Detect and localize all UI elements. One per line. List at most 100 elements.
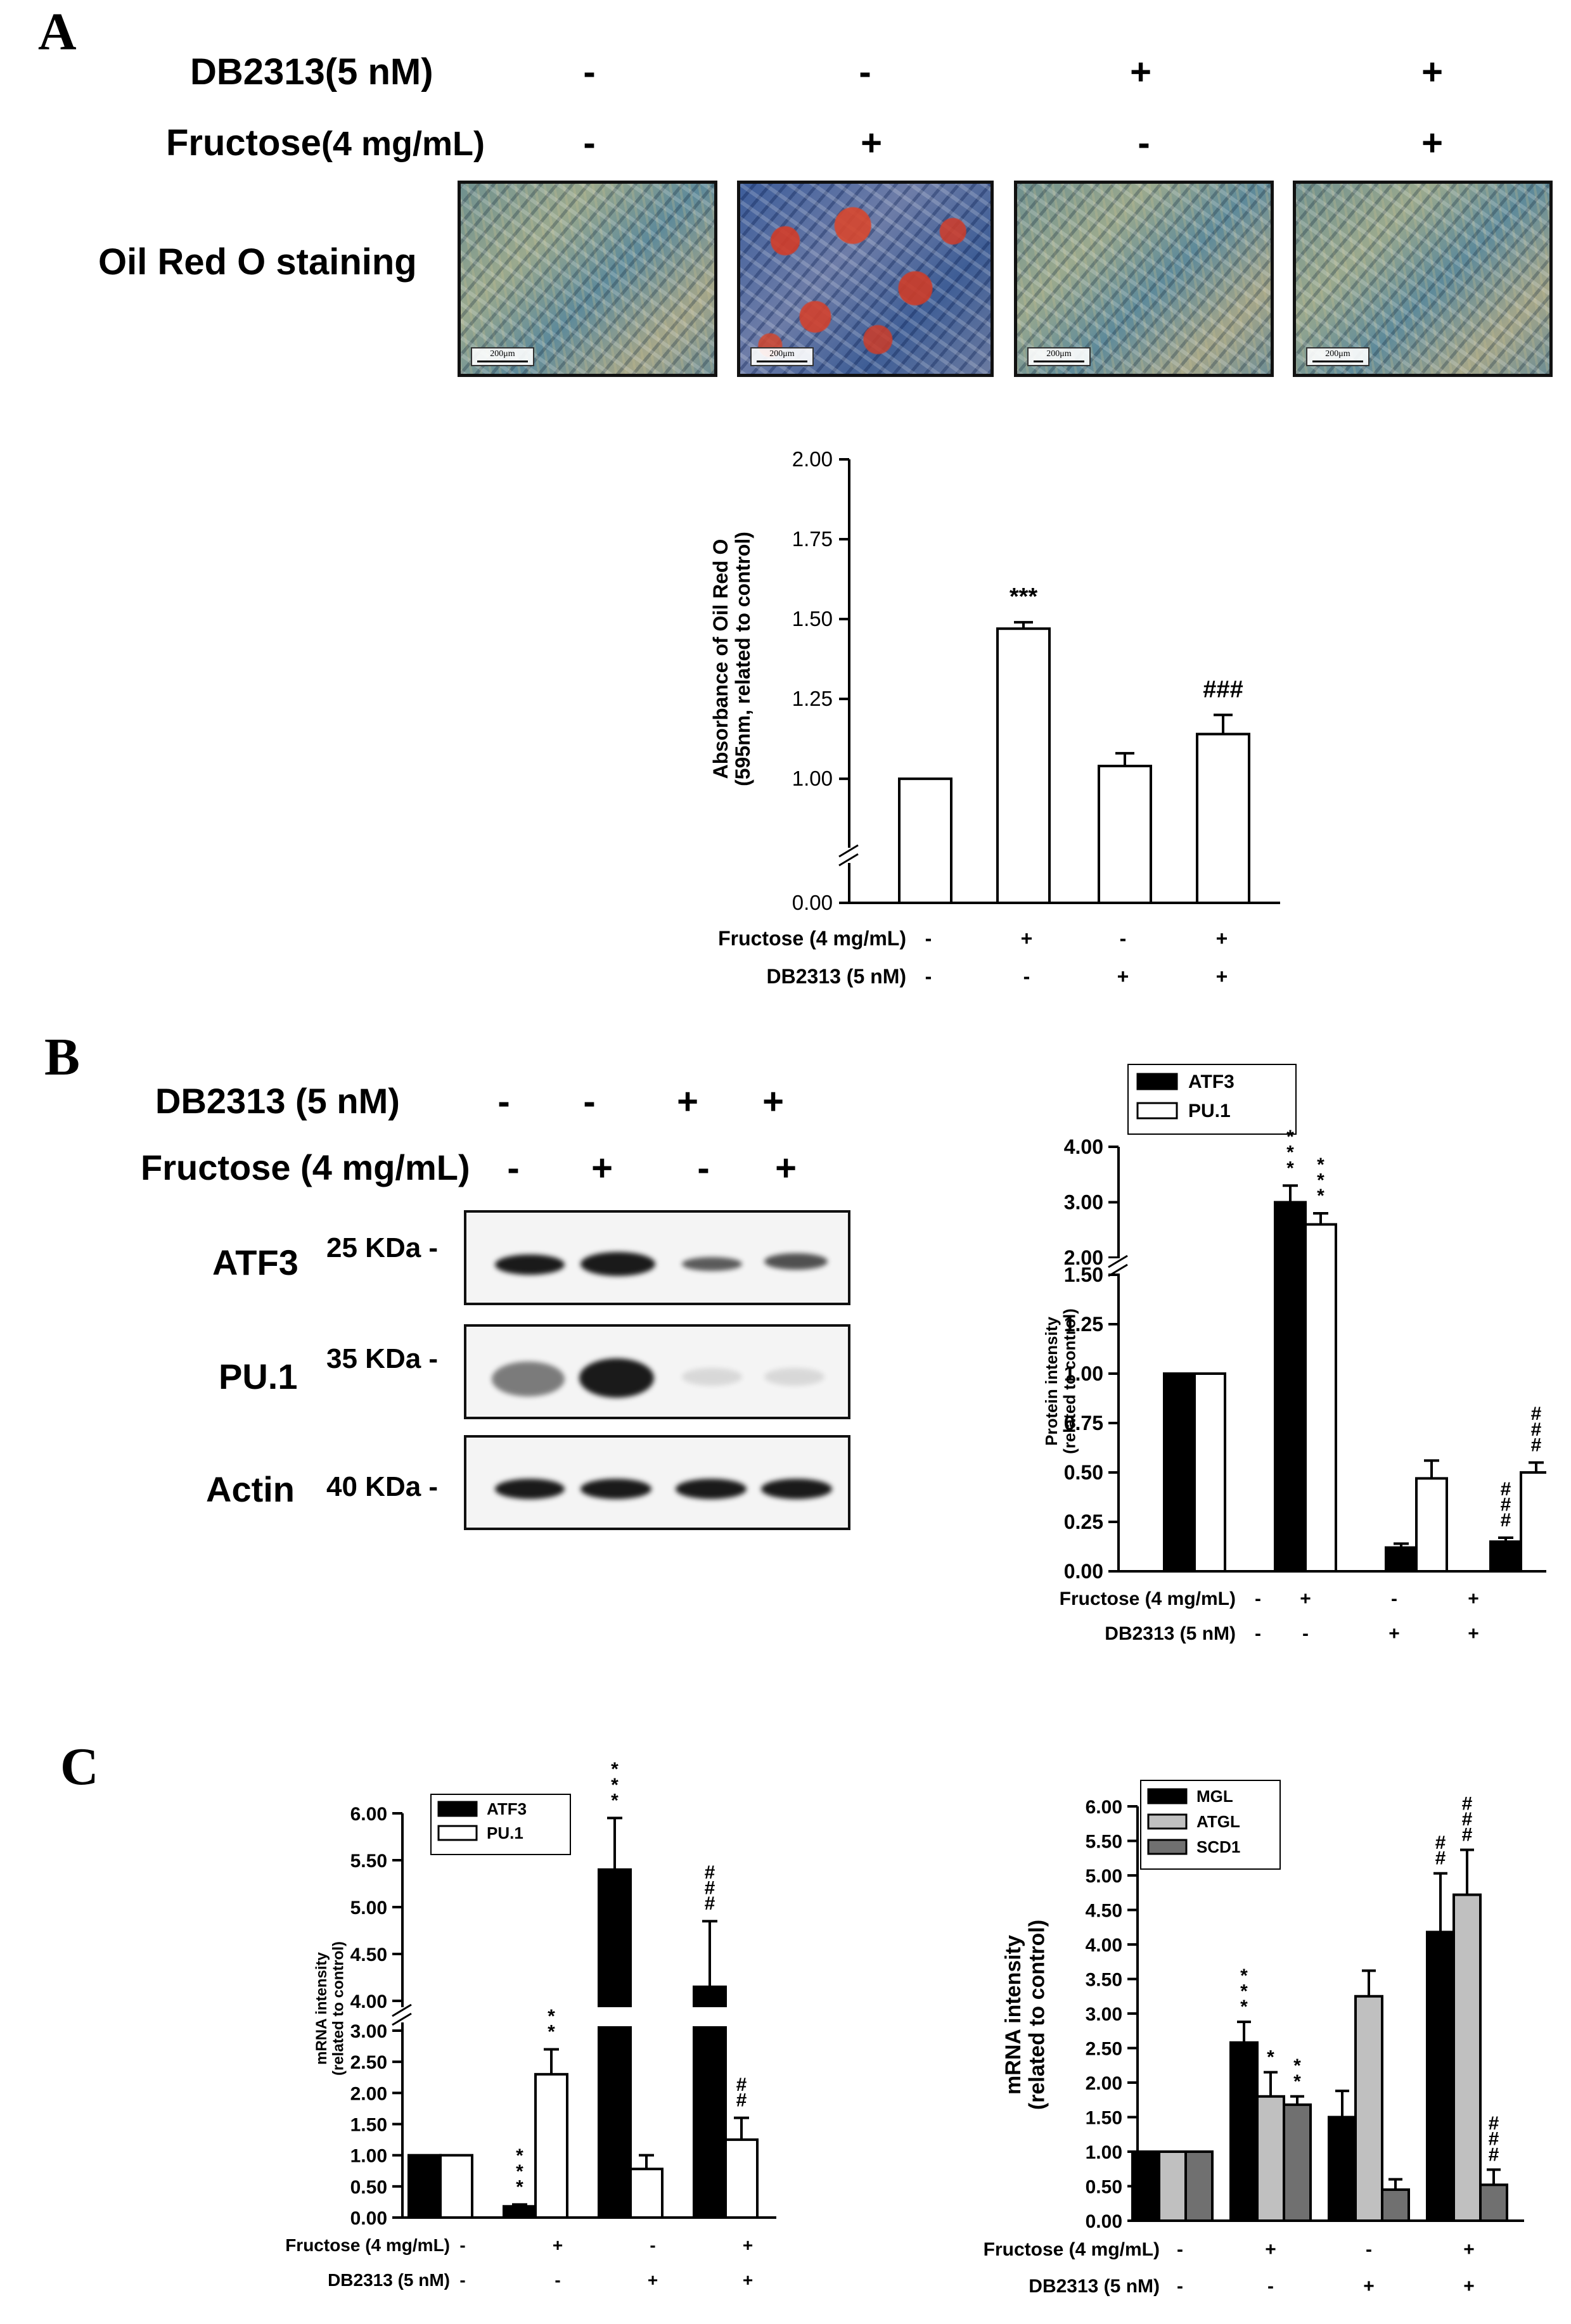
legend-label: PU.1 <box>487 1823 523 1842</box>
significance-label: * <box>1286 1127 1294 1147</box>
band <box>495 1479 565 1499</box>
x-row-db2313-label: DB2313 (5 nM) <box>767 965 907 988</box>
significance-label: * <box>611 1775 619 1796</box>
y-tick-label: 6.00 <box>1086 1797 1122 1818</box>
significance-label: # <box>1501 1479 1511 1500</box>
chart-c-left-mrna-atf3-pu1: 0.00 0.50 1.00 1.50 2.00 2.50 3.00 4.00 4.50 5.00… <box>285 1759 776 2290</box>
bar <box>1163 1372 1196 1573</box>
y-tick-label: 0.00 <box>1086 2211 1122 2232</box>
y-tick-label: 2.00 <box>1086 2073 1122 2094</box>
bar <box>1158 2150 1187 2222</box>
x-row-fructose-sign: + <box>1468 1588 1479 1609</box>
bar <box>407 2154 442 2219</box>
bar <box>1479 2183 1508 2223</box>
x-row-fructose-sign: - <box>1366 2239 1372 2260</box>
x-row-fructose-sign: - <box>1391 1588 1397 1609</box>
x-row-db2313-sign: + <box>1463 2276 1475 2297</box>
micrograph-db2313: 200μm <box>1014 181 1274 377</box>
bar <box>534 2072 568 2219</box>
bar <box>1256 2095 1285 2222</box>
x-row-fructose-label: Fructose (4 mg/mL) <box>718 927 906 950</box>
x-row-db2313-sign: + <box>1117 965 1129 988</box>
x-row-db2313-label: DB2313 (5 nM) <box>328 2270 450 2290</box>
band <box>580 1252 655 1276</box>
axis-break-mark <box>1108 1263 1128 1277</box>
x-row-fructose-label: Fructose (4 mg/mL) <box>1060 1588 1236 1609</box>
band <box>579 1358 654 1398</box>
bar <box>1304 1223 1337 1573</box>
bar <box>1520 1471 1546 1573</box>
y-tick-label: 2.00 <box>350 2083 387 2104</box>
significance-label: * <box>516 2176 523 2197</box>
significance-label: # <box>1489 2113 1499 2134</box>
significance-label: * <box>1293 2071 1301 2092</box>
significance-label: # <box>1435 1832 1446 1853</box>
micrograph-db2313-fructose: 200μm <box>1293 181 1553 377</box>
significance-label: * <box>548 2006 555 2027</box>
legend-label: ATGL <box>1196 1812 1240 1831</box>
blot-kda-pu1: 35 KDa - <box>326 1343 439 1374</box>
panel-a-fructose-word: Fructose <box>166 122 321 163</box>
band <box>764 1368 824 1386</box>
panel-b-fructose-sign-2: + <box>591 1147 613 1189</box>
x-row-db2313-sign: - <box>555 2270 560 2290</box>
x-row-db2313-sign: + <box>743 2270 753 2290</box>
y-tick-label: 1.50 <box>350 2115 387 2136</box>
blot-actin <box>464 1435 850 1530</box>
bar <box>598 1868 632 2219</box>
y-tick-label: 0.00 <box>792 891 833 914</box>
y-tick-label: 4.00 <box>1086 1935 1122 1956</box>
panel-a-fructose-dose: (4 mg/mL) <box>321 125 485 163</box>
significance-label: * <box>1317 1185 1324 1206</box>
legend-swatch <box>437 1825 478 1841</box>
y-tick-label: 1.00 <box>350 2146 387 2167</box>
significance-label: # <box>1501 1510 1511 1531</box>
bar <box>1385 1546 1418 1573</box>
legend-swatch <box>1136 1073 1178 1090</box>
x-row-fructose-sign: + <box>553 2235 563 2255</box>
blot-kda-atf3: 25 KDa - <box>326 1232 439 1263</box>
y-tick-label: 1.00 <box>1064 1362 1103 1385</box>
y-tick-label: 0.00 <box>350 2208 387 2229</box>
legend-label: MGL <box>1196 1787 1233 1806</box>
axis-break-mark <box>838 844 859 858</box>
panel-a-letter: A <box>38 3 77 61</box>
panel-b-db2313-sign-1: - <box>497 1081 510 1122</box>
x-row-db2313-sign: - <box>925 965 932 988</box>
x-row-db2313-label: DB2313 (5 nM) <box>1105 1623 1236 1644</box>
y-axis-label-line1: mRNA intensity <box>1001 1935 1025 2095</box>
bar <box>724 2138 759 2219</box>
panel-b-db2313-sign-4: + <box>762 1081 784 1122</box>
blot-label-actin: Actin <box>206 1469 295 1509</box>
panel-a-db2313-sign-4: + <box>1421 51 1443 93</box>
x-row-fructose-sign: - <box>459 2235 465 2255</box>
bar <box>1193 1372 1226 1573</box>
significance-label: # <box>705 1893 715 1914</box>
legend-label: ATF3 <box>1188 1071 1234 1092</box>
significance-label: * <box>516 2145 523 2166</box>
bar <box>1354 1995 1383 2222</box>
axis-break-mark <box>1108 1255 1128 1268</box>
y-tick-label: 3.50 <box>1086 1970 1122 1991</box>
bar <box>1415 1477 1448 1573</box>
significance-label: ### <box>1203 676 1243 703</box>
x-row-db2313-sign: + <box>1388 1623 1400 1644</box>
y-tick-label: 1.50 <box>792 607 833 630</box>
bar <box>1381 2188 1410 2223</box>
y-tick-label: 1.00 <box>792 767 833 790</box>
scale-bar: 200μm <box>471 347 534 366</box>
bar <box>439 2154 473 2219</box>
significance-label: # <box>1531 1434 1542 1455</box>
band <box>492 1362 565 1396</box>
y-tick-label: 1.50 <box>1064 1263 1103 1286</box>
y-axis-label-line2: (related to control) <box>330 1941 347 2076</box>
x-row-fructose-sign: - <box>925 927 932 950</box>
y-tick-label: 2.50 <box>1086 2039 1122 2060</box>
x-row-db2313-sign: - <box>1302 1623 1309 1644</box>
panel-a-db2313-label: DB2313(5 nM) <box>190 51 433 93</box>
scale-bar: 200μm <box>750 347 814 366</box>
x-row-db2313-sign: + <box>648 2270 658 2290</box>
y-tick-label: 4.50 <box>350 1944 387 1965</box>
blot-label-pu1: PU.1 <box>219 1357 298 1396</box>
y-axis-label-line2: (595nm, related to control) <box>731 532 754 786</box>
